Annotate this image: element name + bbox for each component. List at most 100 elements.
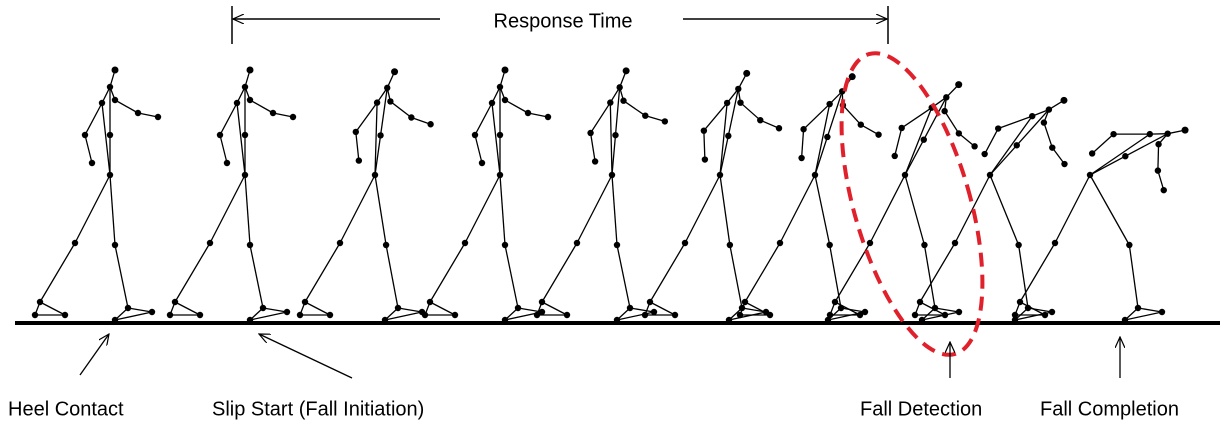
limb <box>703 130 706 160</box>
joint <box>1160 186 1167 194</box>
joint <box>646 298 654 306</box>
joint <box>1049 144 1056 151</box>
joint <box>426 298 434 306</box>
joint <box>1048 308 1056 316</box>
limb <box>304 301 331 316</box>
limb <box>614 87 621 136</box>
joint <box>607 99 614 106</box>
joint <box>241 171 249 179</box>
limb <box>727 88 739 137</box>
joint <box>775 125 783 132</box>
joint <box>1154 167 1162 174</box>
joint <box>71 239 79 247</box>
limb <box>826 91 843 138</box>
joint <box>246 96 254 104</box>
limb <box>384 311 423 321</box>
joint <box>98 99 106 107</box>
joint <box>642 112 649 119</box>
limb <box>355 102 378 133</box>
limb <box>719 174 731 246</box>
limb <box>954 174 991 244</box>
joint <box>916 298 924 306</box>
joint <box>206 239 214 247</box>
joint <box>681 239 689 247</box>
joint <box>994 125 1002 132</box>
limb <box>174 301 201 316</box>
heel-contact-label: Heel Contact <box>8 398 124 420</box>
joint <box>111 241 119 249</box>
limb <box>684 174 721 244</box>
joint <box>524 109 532 117</box>
joint <box>1011 311 1019 319</box>
limb <box>728 311 767 321</box>
joint <box>289 113 297 121</box>
limb <box>997 115 1033 130</box>
joint <box>106 83 114 91</box>
joint <box>941 107 948 115</box>
joint <box>1060 96 1068 104</box>
limb <box>1125 133 1169 157</box>
joint <box>941 311 949 319</box>
joint <box>196 311 204 319</box>
joint <box>355 157 363 164</box>
limb <box>541 242 578 303</box>
limb <box>589 132 596 162</box>
joint <box>723 99 731 107</box>
limb <box>719 102 728 176</box>
limb <box>429 242 466 303</box>
limb <box>1157 144 1160 171</box>
joint <box>920 136 927 143</box>
limb <box>527 112 549 118</box>
limb <box>814 103 831 176</box>
joint <box>641 311 649 319</box>
joint <box>1041 311 1049 319</box>
joint <box>650 308 658 316</box>
joint <box>241 131 249 139</box>
joint <box>620 97 627 104</box>
joint <box>496 131 504 139</box>
limb <box>374 135 382 176</box>
joint <box>563 311 571 319</box>
limb <box>834 242 871 303</box>
limb <box>1089 174 1130 246</box>
limb <box>800 129 805 159</box>
joint <box>283 308 291 316</box>
joint <box>166 311 174 319</box>
limb <box>989 174 1020 246</box>
joint <box>538 298 546 306</box>
limb <box>379 87 388 136</box>
joint <box>1134 304 1142 312</box>
joint <box>394 304 402 312</box>
joint <box>848 73 856 81</box>
joint <box>1029 112 1036 120</box>
joint <box>726 241 734 249</box>
joint <box>336 239 344 247</box>
limb <box>1017 244 1029 309</box>
joint <box>111 96 119 104</box>
joint <box>831 298 839 306</box>
joint <box>901 171 909 179</box>
limb <box>919 242 956 303</box>
joint <box>544 113 552 121</box>
limb <box>127 307 153 313</box>
joint <box>955 81 963 89</box>
limb <box>869 174 906 244</box>
limb <box>174 242 211 303</box>
limb <box>429 301 456 316</box>
limb <box>244 174 251 246</box>
limb <box>1091 133 1115 154</box>
limb <box>611 174 618 246</box>
joint <box>826 311 834 319</box>
joint <box>911 311 919 319</box>
joint <box>981 150 988 158</box>
limb <box>1051 147 1066 165</box>
limb <box>958 132 976 147</box>
joint <box>538 308 546 316</box>
limb <box>740 102 761 121</box>
joint <box>573 239 581 247</box>
joint <box>1122 153 1129 160</box>
joint <box>269 109 277 117</box>
fall-detection-ellipse <box>839 51 985 357</box>
joint <box>798 154 805 162</box>
limb <box>209 174 246 244</box>
